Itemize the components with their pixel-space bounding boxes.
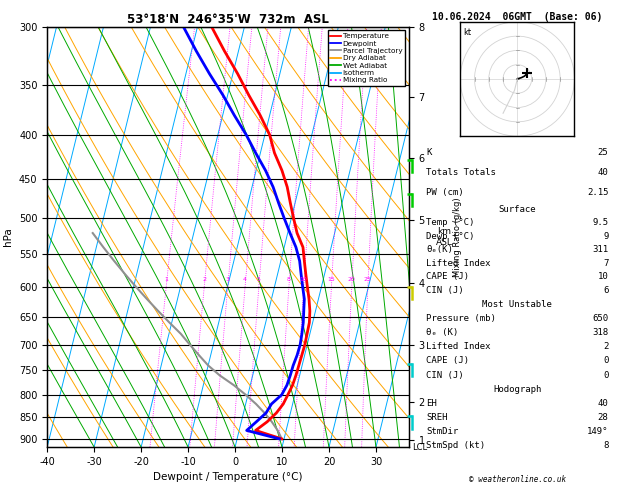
Text: Most Unstable: Most Unstable <box>482 300 552 309</box>
Text: 28: 28 <box>598 413 608 422</box>
Text: EH: EH <box>426 399 437 408</box>
Text: 3: 3 <box>226 277 230 282</box>
Text: kt: kt <box>463 28 471 36</box>
Text: 9: 9 <box>603 232 608 241</box>
Text: 6: 6 <box>603 286 608 295</box>
Text: 0: 0 <box>603 356 608 365</box>
X-axis label: Dewpoint / Temperature (°C): Dewpoint / Temperature (°C) <box>153 472 303 483</box>
Text: CAPE (J): CAPE (J) <box>426 272 469 281</box>
Text: LCL: LCL <box>413 443 428 451</box>
Text: SREH: SREH <box>426 413 448 422</box>
Text: 2: 2 <box>603 342 608 351</box>
Text: CAPE (J): CAPE (J) <box>426 356 469 365</box>
Text: Totals Totals: Totals Totals <box>426 168 496 177</box>
Y-axis label: hPa: hPa <box>3 227 13 246</box>
Text: 2: 2 <box>203 277 206 282</box>
Text: 20: 20 <box>348 277 355 282</box>
Text: 8: 8 <box>603 441 608 450</box>
Text: 4: 4 <box>243 277 247 282</box>
Text: Pressure (mb): Pressure (mb) <box>426 314 496 323</box>
Text: 10: 10 <box>598 272 608 281</box>
Text: 7: 7 <box>603 259 608 268</box>
Text: 311: 311 <box>593 245 608 254</box>
Text: 650: 650 <box>593 314 608 323</box>
Text: 40: 40 <box>598 168 608 177</box>
Text: 149°: 149° <box>587 427 608 436</box>
Text: PW (cm): PW (cm) <box>426 188 464 197</box>
Text: 5: 5 <box>257 277 261 282</box>
Text: Hodograph: Hodograph <box>493 385 542 394</box>
Text: 10.06.2024  06GMT  (Base: 06): 10.06.2024 06GMT (Base: 06) <box>432 12 603 22</box>
Text: 8: 8 <box>287 277 291 282</box>
Text: 0: 0 <box>603 371 608 380</box>
Text: CIN (J): CIN (J) <box>426 286 464 295</box>
Text: θₑ (K): θₑ (K) <box>426 328 459 337</box>
Text: 318: 318 <box>593 328 608 337</box>
Text: Lifted Index: Lifted Index <box>426 259 491 268</box>
Legend: Temperature, Dewpoint, Parcel Trajectory, Dry Adiabat, Wet Adiabat, Isotherm, Mi: Temperature, Dewpoint, Parcel Trajectory… <box>328 30 405 87</box>
Text: 2.15: 2.15 <box>587 188 608 197</box>
Text: Dewp (°C): Dewp (°C) <box>426 232 475 241</box>
Text: StmDir: StmDir <box>426 427 459 436</box>
Text: Mixing Ratio (g/kg): Mixing Ratio (g/kg) <box>453 197 462 277</box>
Text: 15: 15 <box>328 277 335 282</box>
Title: 53°18'N  246°35'W  732m  ASL: 53°18'N 246°35'W 732m ASL <box>127 13 329 26</box>
Text: 9.5: 9.5 <box>593 218 608 227</box>
Text: Lifted Index: Lifted Index <box>426 342 491 351</box>
Text: K: K <box>426 148 431 156</box>
Text: 1: 1 <box>164 277 168 282</box>
Text: Temp (°C): Temp (°C) <box>426 218 475 227</box>
Text: Surface: Surface <box>499 205 536 214</box>
Text: 25: 25 <box>598 148 608 156</box>
Text: 25: 25 <box>364 277 372 282</box>
Y-axis label: km
ASL: km ASL <box>436 227 453 246</box>
Text: θₑ(K): θₑ(K) <box>426 245 453 254</box>
Text: StmSpd (kt): StmSpd (kt) <box>426 441 486 450</box>
Text: CIN (J): CIN (J) <box>426 371 464 380</box>
Text: 40: 40 <box>598 399 608 408</box>
Text: 10: 10 <box>300 277 308 282</box>
Text: © weatheronline.co.uk: © weatheronline.co.uk <box>469 474 566 484</box>
